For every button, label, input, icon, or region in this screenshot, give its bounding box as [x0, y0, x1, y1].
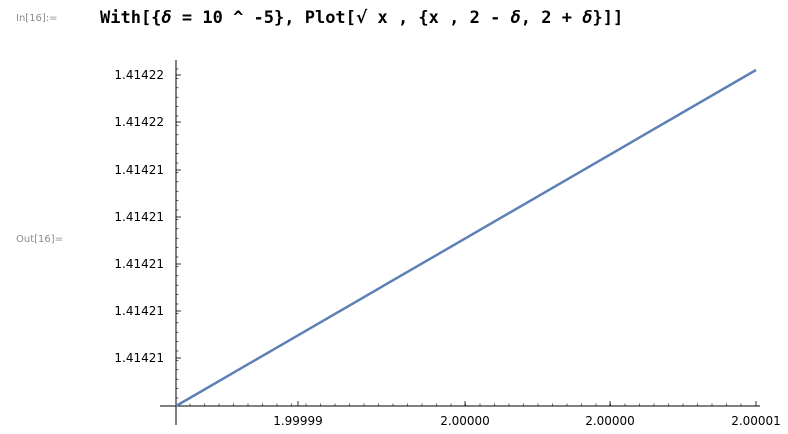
y-tick-label: 1.41421: [114, 351, 164, 365]
x-tick-label: 2.00000: [585, 414, 635, 428]
delta-symbol: δ: [161, 8, 172, 28]
x-tick-marks: [297, 401, 757, 406]
code-token: With[{: [100, 8, 162, 28]
x-tick-label: 1.99999: [273, 414, 323, 428]
plot-curve: [175, 68, 757, 408]
x-tick-label: 2.00000: [440, 414, 490, 428]
output-cell-label: Out[16]=: [16, 234, 64, 245]
delta-symbol: δ: [510, 8, 521, 28]
input-expression[interactable]: With[{δ = 10 ^ -5}, Plot[√ x , {x , 2 - …: [100, 8, 623, 28]
code-token: , 2 +: [520, 8, 583, 28]
sqrt-symbol: √: [355, 8, 368, 28]
minor-ticks: [176, 68, 742, 406]
y-tick-label: 1.41421: [114, 163, 164, 177]
y-tick-label: 1.41422: [114, 68, 164, 82]
y-tick-label: 1.41422: [114, 115, 164, 129]
x-tick-label: 2.00001: [731, 414, 781, 428]
y-tick-label: 1.41421: [114, 304, 164, 318]
x-tick-labels: 1.99999 2.00000 2.00000 2.00001: [273, 414, 781, 428]
code-token: = 10 ^ -5}, Plot[: [171, 8, 356, 28]
code-token: x , {x , 2 -: [367, 8, 511, 28]
code-token: }]]: [592, 8, 624, 28]
delta-symbol: δ: [582, 8, 593, 28]
y-tick-marks: [176, 74, 181, 359]
y-tick-label: 1.41421: [114, 210, 164, 224]
y-tick-label: 1.41421: [114, 257, 164, 271]
y-tick-labels: 1.41421 1.41421 1.41421 1.41421 1.41421 1.414…: [114, 68, 164, 365]
input-cell-label: In[16]:=: [16, 13, 58, 24]
